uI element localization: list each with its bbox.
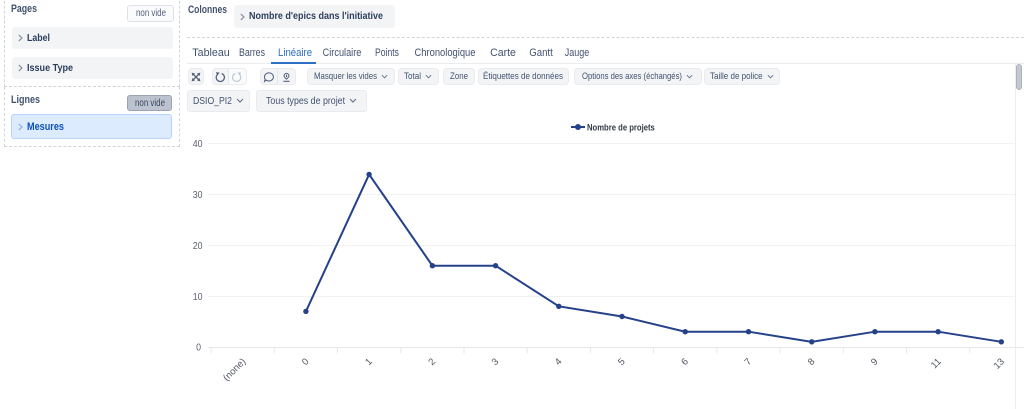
svg-text:10: 10 <box>193 292 203 303</box>
svg-text:(none): (none) <box>221 356 248 383</box>
svg-text:9: 9 <box>869 356 881 368</box>
svg-text:20: 20 <box>193 241 203 252</box>
svg-text:0: 0 <box>300 356 312 368</box>
svg-text:5: 5 <box>616 356 628 368</box>
svg-text:0: 0 <box>196 343 201 354</box>
svg-text:1: 1 <box>363 356 375 368</box>
svg-text:4: 4 <box>553 356 565 368</box>
svg-text:Nombre de projets: Nombre de projets <box>587 122 655 133</box>
svg-text:3: 3 <box>490 356 502 368</box>
svg-text:2: 2 <box>426 356 438 368</box>
svg-text:13: 13 <box>992 356 1007 371</box>
svg-text:30: 30 <box>193 190 203 201</box>
svg-text:8: 8 <box>806 356 818 368</box>
svg-text:11: 11 <box>929 356 944 371</box>
svg-text:6: 6 <box>679 356 691 368</box>
svg-text:40: 40 <box>193 139 203 150</box>
svg-text:7: 7 <box>743 356 755 368</box>
